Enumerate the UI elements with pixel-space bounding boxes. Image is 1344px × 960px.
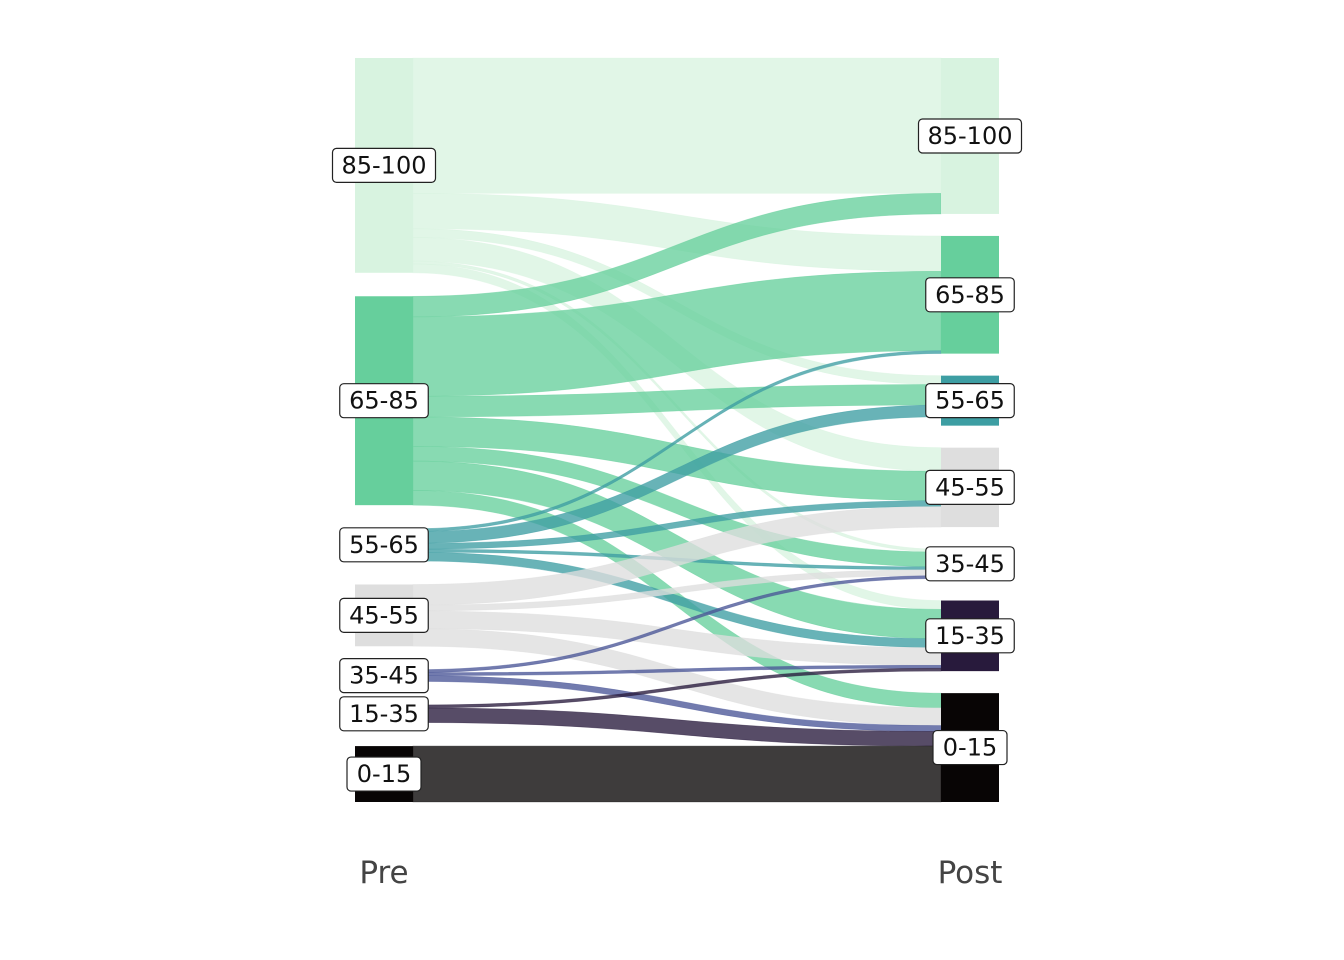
- flow-link-55-65-to-65-85: [412, 350, 942, 532]
- pre-node-label-box: [339, 383, 429, 419]
- pre-node-label-45-55: 45-55: [339, 597, 429, 633]
- pre-node-label-box: [331, 147, 437, 183]
- node-labels: 85-100 65-85 55-65 45-55 35-45 15-35 0-15 85-10…: [331, 118, 1023, 792]
- pre-node-label-text: 0-15: [357, 760, 411, 788]
- pre-node-label-85-100: 85-100: [331, 147, 437, 183]
- column-label-pre: Pre: [359, 855, 408, 891]
- pre-node-label-box: [339, 597, 429, 633]
- post-node-label-45-55: 45-55: [925, 469, 1015, 505]
- post-node-label-55-65: 55-65: [925, 383, 1015, 419]
- post-node-label-15-35: 15-35: [925, 618, 1015, 654]
- pre-node-label-text: 15-35: [349, 700, 419, 728]
- post-node-label-text: 65-85: [935, 281, 1005, 309]
- post-node-label-text: 15-35: [935, 622, 1005, 650]
- pre-node-label-box: [339, 696, 429, 732]
- post-node-label-text: 55-65: [935, 387, 1005, 415]
- pre-node-label-65-85: 65-85: [339, 383, 429, 419]
- pre-node-label-0-15: 0-15: [346, 756, 422, 792]
- post-node-label-35-45: 35-45: [925, 546, 1015, 582]
- post-node-label-box: [932, 729, 1008, 766]
- post-node-label-text: 35-45: [935, 550, 1005, 578]
- pre-node-label-box: [339, 658, 429, 694]
- post-node-label-box: [917, 118, 1023, 154]
- pre-node-label-box: [346, 756, 422, 792]
- pre-node-label-text: 35-45: [349, 662, 419, 690]
- pre-node-label-box: [339, 527, 429, 563]
- pre-node-label-text: 85-100: [341, 151, 426, 179]
- post-node-label-65-85: 65-85: [925, 277, 1015, 313]
- pre-node-label-55-65: 55-65: [339, 527, 429, 563]
- post-node-label-box: [925, 546, 1015, 582]
- post-node-label-text: 45-55: [935, 473, 1005, 501]
- pre-node-label-15-35: 15-35: [339, 696, 429, 732]
- post-node-label-text: 0-15: [943, 734, 997, 762]
- pre-node-label-text: 45-55: [349, 601, 419, 629]
- post-node-label-85-100: 85-100: [917, 118, 1023, 154]
- flow-links: [412, 57, 942, 803]
- flow-link-15-35-to-15-35: [412, 667, 942, 709]
- flow-link-0-15-to-0-15: [412, 745, 942, 803]
- pre-node-label-35-45: 35-45: [339, 658, 429, 694]
- post-node-label-box: [925, 469, 1015, 505]
- post-node-label-box: [925, 383, 1015, 419]
- post-node-label-text: 85-100: [927, 122, 1012, 150]
- post-node-label-0-15: 0-15: [932, 729, 1008, 766]
- column-label-post: Post: [938, 855, 1003, 891]
- flow-link-85-100-to-85-100: [412, 57, 942, 194]
- post-node-label-box: [925, 277, 1015, 313]
- pre-node-label-text: 55-65: [349, 531, 419, 559]
- post-node-label-box: [925, 618, 1015, 654]
- pre-node-label-text: 65-85: [349, 387, 419, 415]
